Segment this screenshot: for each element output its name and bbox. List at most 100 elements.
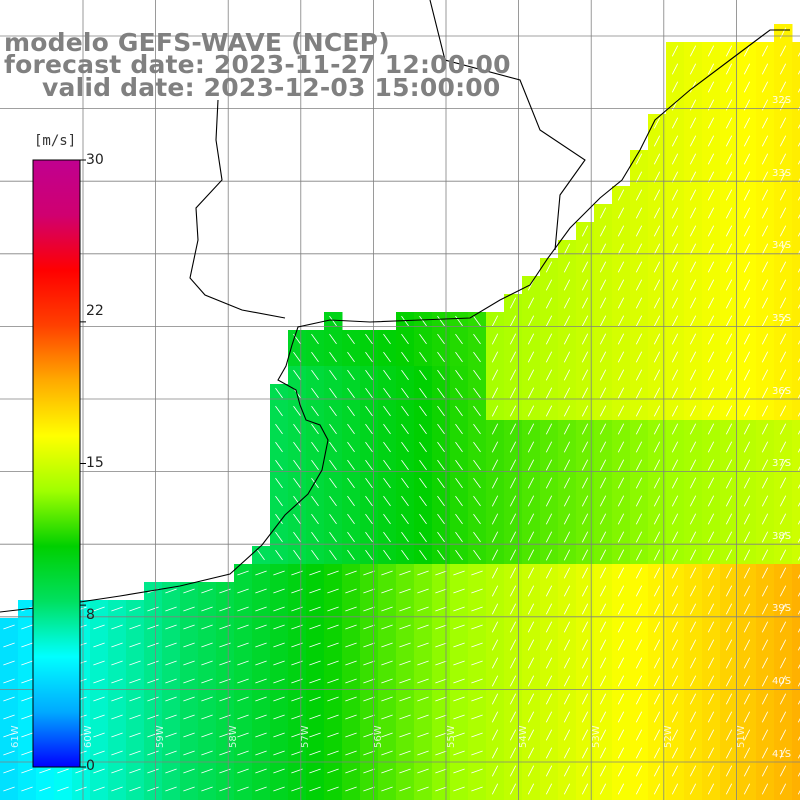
wind-arrow: [797, 160, 800, 165]
wind-arrow: [327, 696, 339, 702]
wind-arrow: [381, 678, 393, 684]
wind-arrow: [779, 513, 787, 525]
wind-arrow: [527, 675, 535, 687]
wind-arrow: [275, 495, 283, 507]
wind-arrow: [617, 333, 625, 345]
wind-arrow: [417, 606, 429, 612]
wind-arrow: [545, 657, 553, 669]
wind-speed-cell: [792, 474, 800, 493]
wind-arrow: [471, 750, 483, 756]
wind-arrow: [275, 441, 283, 453]
wind-arrow: [689, 333, 697, 345]
wind-arrow: [527, 297, 535, 309]
wind-arrow: [455, 549, 463, 561]
wind-arrow: [147, 642, 159, 648]
wind-arrow: [147, 624, 159, 630]
wind-arrow: [725, 81, 733, 93]
wind-arrow: [473, 405, 481, 417]
wind-arrow: [797, 232, 800, 237]
wind-arrow: [437, 369, 445, 381]
wind-arrow: [653, 585, 661, 597]
wind-arrow: [725, 351, 733, 363]
wind-arrow: [671, 657, 679, 669]
wind-arrow: [671, 225, 679, 237]
wind-arrow: [383, 477, 391, 489]
wind-speed-cell: [108, 798, 127, 800]
wind-arrow: [309, 660, 321, 666]
wind-arrow: [363, 714, 375, 720]
wind-arrow: [617, 513, 625, 525]
wind-speed-cell: [792, 780, 800, 799]
wind-arrow: [275, 405, 283, 417]
wind-arrow: [93, 768, 105, 774]
wind-arrow: [581, 261, 589, 273]
wind-arrow: [617, 315, 625, 327]
wind-arrow: [473, 513, 481, 525]
wind-arrow: [383, 423, 391, 435]
wind-arrow: [743, 765, 751, 777]
wind-arrow: [363, 768, 375, 774]
wind-arrow: [599, 369, 607, 381]
wind-arrow: [363, 660, 375, 666]
wind-arrow: [725, 135, 733, 147]
wind-arrow: [797, 700, 800, 705]
wind-arrow: [255, 606, 267, 612]
wind-arrow: [725, 387, 733, 399]
wind-arrow: [401, 351, 409, 363]
wind-arrow: [437, 405, 445, 417]
wind-arrow: [437, 477, 445, 489]
wind-arrow: [797, 286, 800, 291]
wind-arrow: [797, 214, 800, 219]
wind-arrow: [671, 459, 679, 471]
wind-arrow: [599, 459, 607, 471]
wind-arrow: [3, 786, 15, 792]
wind-arrow: [707, 333, 715, 345]
wind-arrow: [635, 513, 643, 525]
wind-arrow: [779, 333, 787, 345]
coastline: [0, 29, 790, 613]
wind-arrow: [545, 441, 553, 453]
lon-label: 58W: [228, 725, 239, 748]
wind-arrow: [473, 549, 481, 561]
wind-arrow: [635, 675, 643, 687]
wind-speed-cell: [792, 618, 800, 637]
wind-arrow: [147, 732, 159, 738]
wind-arrow: [345, 768, 357, 774]
wind-arrow: [419, 387, 427, 399]
wind-arrow: [563, 441, 571, 453]
wind-arrow: [581, 423, 589, 435]
wind-arrow: [527, 495, 535, 507]
wind-arrow: [689, 315, 697, 327]
wind-arrow: [293, 369, 301, 381]
lat-label: 35S: [772, 313, 792, 324]
wind-arrow: [399, 768, 411, 774]
wind-arrow: [545, 333, 553, 345]
wind-arrow: [363, 696, 375, 702]
wind-arrow: [471, 696, 483, 702]
wind-arrow: [309, 750, 321, 756]
wind-arrow: [545, 279, 553, 291]
colorbar-tick-30: 30: [86, 152, 104, 168]
wind-arrow: [707, 603, 715, 615]
wind-arrow: [309, 570, 321, 576]
wind-speed-cell: [792, 204, 800, 223]
wind-arrow: [509, 333, 517, 345]
wind-speed-cell: [792, 96, 800, 115]
wind-arrow: [671, 585, 679, 597]
wind-arrow: [743, 117, 751, 129]
wind-arrow: [617, 639, 625, 651]
wind-arrow: [689, 423, 697, 435]
wind-arrow: [401, 423, 409, 435]
wind-arrow: [527, 783, 535, 795]
wind-arrow: [671, 369, 679, 381]
wind-arrow: [797, 772, 800, 777]
wind-arrow: [309, 786, 321, 792]
wind-arrow: [599, 765, 607, 777]
colorbar-unit: [m/s]: [34, 133, 77, 149]
wind-speed-cell: [198, 798, 217, 800]
wind-arrow: [183, 714, 195, 720]
wind-arrow: [273, 570, 285, 576]
wind-arrow: [237, 624, 249, 630]
wind-arrow: [707, 477, 715, 489]
wind-arrow: [563, 261, 571, 273]
